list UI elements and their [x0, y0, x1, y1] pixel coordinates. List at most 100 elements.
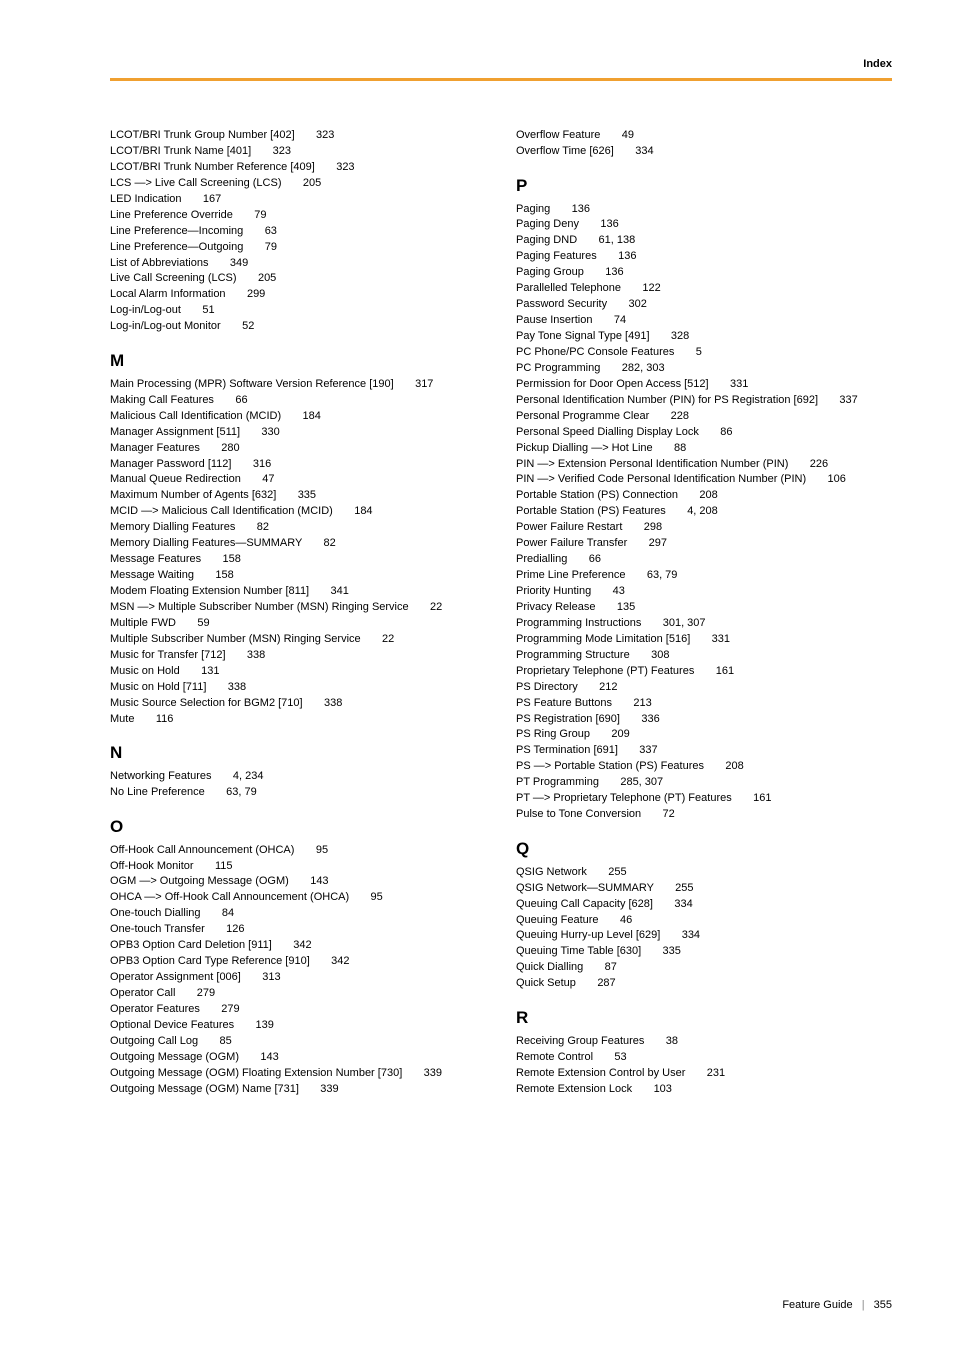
index-entry: Mute 116	[110, 712, 488, 728]
index-entry: PT —> Proprietary Telephone (PT) Feature…	[516, 791, 894, 807]
block-O2: Overflow Feature 49 Overflow Time [626] …	[516, 128, 894, 160]
index-entry: LCOT/BRI Trunk Name [401] 323	[110, 144, 488, 160]
index-entry: PS Registration [690] 336	[516, 712, 894, 728]
index-columns: LCOT/BRI Trunk Group Number [402] 323 LC…	[110, 128, 894, 1098]
index-entry: Music on Hold 131	[110, 664, 488, 680]
block-R: Receiving Group Features 38 Remote Contr…	[516, 1034, 894, 1098]
block-Q: QSIG Network 255 QSIG Network—SUMMARY 25…	[516, 865, 894, 993]
index-entry: Optional Device Features 139	[110, 1018, 488, 1034]
index-entry: Memory Dialling Features—SUMMARY 82	[110, 536, 488, 552]
index-entry: One-touch Dialling 84	[110, 906, 488, 922]
index-entry: Main Processing (MPR) Software Version R…	[110, 377, 488, 393]
index-entry: Paging Deny 136	[516, 217, 894, 233]
section-P: P	[516, 174, 894, 199]
index-entry: QSIG Network 255	[516, 865, 894, 881]
section-N: N	[110, 741, 488, 766]
index-entry: Multiple Subscriber Number (MSN) Ringing…	[110, 632, 488, 648]
index-entry: Quick Setup 287	[516, 976, 894, 992]
index-entry: Message Features 158	[110, 552, 488, 568]
index-entry: Quick Dialling 87	[516, 960, 894, 976]
index-entry: Operator Call 279	[110, 986, 488, 1002]
index-entry: Manager Features 280	[110, 441, 488, 457]
index-entry: LCOT/BRI Trunk Group Number [402] 323	[110, 128, 488, 144]
index-entry: Music on Hold [711] 338	[110, 680, 488, 696]
index-entry: Personal Programme Clear 228	[516, 409, 894, 425]
block-M: Main Processing (MPR) Software Version R…	[110, 377, 488, 728]
index-entry: PC Phone/PC Console Features 5	[516, 345, 894, 361]
footer-page: 355	[874, 1299, 892, 1311]
index-entry: Live Call Screening (LCS) 205	[110, 271, 488, 287]
index-entry: Pause Insertion 74	[516, 313, 894, 329]
section-M: M	[110, 349, 488, 374]
footer-guide: Feature Guide	[782, 1299, 852, 1311]
index-entry: LCOT/BRI Trunk Number Reference [409] 32…	[110, 160, 488, 176]
index-entry: Power Failure Transfer 297	[516, 536, 894, 552]
index-entry: Manager Password [112] 316	[110, 457, 488, 473]
index-entry: Pulse to Tone Conversion 72	[516, 807, 894, 823]
index-entry: Remote Extension Lock 103	[516, 1082, 894, 1098]
footer: Feature Guide | 355	[782, 1299, 892, 1311]
index-entry: Pickup Dialling —> Hot Line 88	[516, 441, 894, 457]
index-entry: Malicious Call Identification (MCID) 184	[110, 409, 488, 425]
index-entry: QSIG Network—SUMMARY 255	[516, 881, 894, 897]
index-entry: Multiple FWD 59	[110, 616, 488, 632]
index-entry: Queuing Time Table [630] 335	[516, 944, 894, 960]
index-entry: Off-Hook Call Announcement (OHCA) 95	[110, 843, 488, 859]
index-entry: MSN —> Multiple Subscriber Number (MSN) …	[110, 600, 488, 616]
index-entry: Music Source Selection for BGM2 [710] 33…	[110, 696, 488, 712]
index-entry: One-touch Transfer 126	[110, 922, 488, 938]
index-entry: Programming Mode Limitation [516] 331	[516, 632, 894, 648]
index-entry: Queuing Call Capacity [628] 334	[516, 897, 894, 913]
index-entry: Music for Transfer [712] 338	[110, 648, 488, 664]
index-entry: Line Preference—Outgoing 79	[110, 240, 488, 256]
index-entry: Permission for Door Open Access [512] 33…	[516, 377, 894, 393]
index-entry: Networking Features 4, 234	[110, 769, 488, 785]
index-entry: Modem Floating Extension Number [811] 34…	[110, 584, 488, 600]
index-entry: Queuing Hurry-up Level [629] 334	[516, 928, 894, 944]
index-entry: PS —> Portable Station (PS) Features 208	[516, 759, 894, 775]
index-entry: PS Feature Buttons 213	[516, 696, 894, 712]
index-entry: Outgoing Message (OGM) 143	[110, 1050, 488, 1066]
index-entry: Log-in/Log-out Monitor 52	[110, 319, 488, 335]
index-entry: Paging Group 136	[516, 265, 894, 281]
index-entry: Power Failure Restart 298	[516, 520, 894, 536]
index-entry: Paging 136	[516, 202, 894, 218]
index-entry: Priority Hunting 43	[516, 584, 894, 600]
index-entry: Pay Tone Signal Type [491] 328	[516, 329, 894, 345]
index-entry: Proprietary Telephone (PT) Features 161	[516, 664, 894, 680]
index-entry: Line Preference—Incoming 63	[110, 224, 488, 240]
index-entry: Personal Speed Dialling Display Lock 86	[516, 425, 894, 441]
index-entry: Predialling 66	[516, 552, 894, 568]
index-entry: Memory Dialling Features 82	[110, 520, 488, 536]
index-entry: LED Indication 167	[110, 192, 488, 208]
index-entry: PS Termination [691] 337	[516, 743, 894, 759]
section-R: R	[516, 1006, 894, 1031]
index-entry: Log-in/Log-out 51	[110, 303, 488, 319]
index-entry: Portable Station (PS) Connection 208	[516, 488, 894, 504]
index-entry: Parallelled Telephone 122	[516, 281, 894, 297]
index-entry: Making Call Features 66	[110, 393, 488, 409]
index-entry: Queuing Feature 46	[516, 913, 894, 929]
block-L: LCOT/BRI Trunk Group Number [402] 323 LC…	[110, 128, 488, 335]
index-entry: Privacy Release 135	[516, 600, 894, 616]
index-entry: Operator Features 279	[110, 1002, 488, 1018]
index-entry: Personal Identification Number (PIN) for…	[516, 393, 894, 409]
block-O: Off-Hook Call Announcement (OHCA) 95 Off…	[110, 843, 488, 1098]
index-entry: Programming Instructions 301, 307	[516, 616, 894, 632]
block-N: Networking Features 4, 234 No Line Prefe…	[110, 769, 488, 801]
index-entry: Prime Line Preference 63, 79	[516, 568, 894, 584]
index-entry: Manual Queue Redirection 47	[110, 472, 488, 488]
index-entry: Line Preference Override 79	[110, 208, 488, 224]
index-entry: Receiving Group Features 38	[516, 1034, 894, 1050]
index-entry: OPB3 Option Card Deletion [911] 342	[110, 938, 488, 954]
index-entry: Outgoing Call Log 85	[110, 1034, 488, 1050]
index-entry: OGM —> Outgoing Message (OGM) 143	[110, 874, 488, 890]
left-column: LCOT/BRI Trunk Group Number [402] 323 LC…	[110, 128, 488, 1098]
index-entry: PT Programming 285, 307	[516, 775, 894, 791]
block-P: Paging 136 Paging Deny 136 Paging DND 61…	[516, 202, 894, 824]
index-entry: Password Security 302	[516, 297, 894, 313]
index-entry: Remote Extension Control by User 231	[516, 1066, 894, 1082]
index-entry: Remote Control 53	[516, 1050, 894, 1066]
index-entry: Portable Station (PS) Features 4, 208	[516, 504, 894, 520]
index-entry: Message Waiting 158	[110, 568, 488, 584]
